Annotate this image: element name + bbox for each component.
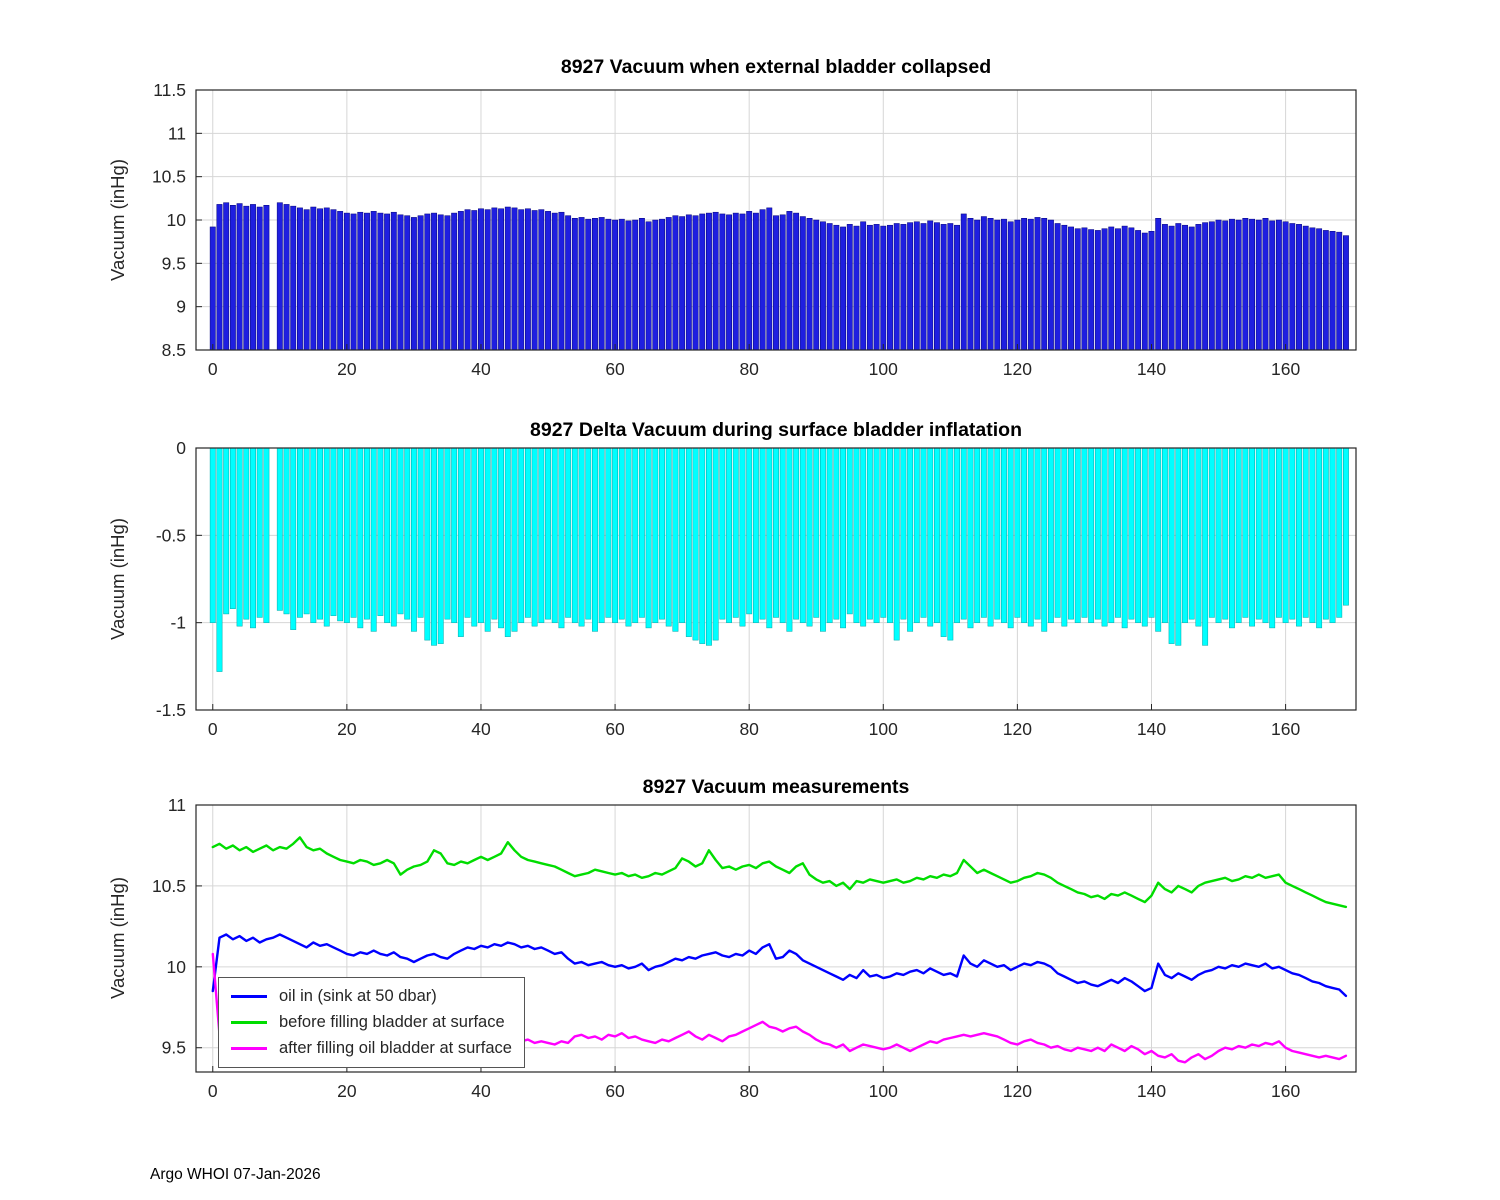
svg-text:40: 40 <box>471 1081 491 1101</box>
green-line-swatch <box>231 1020 267 1025</box>
svg-text:-0.5: -0.5 <box>156 525 186 545</box>
legend-label: oil in (sink at 50 dbar) <box>279 987 437 1005</box>
svg-text:20: 20 <box>337 1081 357 1101</box>
svg-text:40: 40 <box>471 719 491 739</box>
svg-text:9: 9 <box>176 297 186 317</box>
svg-text:160: 160 <box>1271 359 1300 379</box>
svg-text:60: 60 <box>605 1081 625 1101</box>
svg-text:100: 100 <box>869 1081 898 1101</box>
footer-text: Argo WHOI 07-Jan-2026 <box>150 1166 321 1183</box>
svg-text:-1: -1 <box>170 613 186 633</box>
svg-text:9.5: 9.5 <box>162 1038 186 1058</box>
legend: oil in (sink at 50 dbar) before filling … <box>218 977 525 1068</box>
svg-text:80: 80 <box>739 359 759 379</box>
blue-line-swatch <box>231 994 267 999</box>
svg-text:120: 120 <box>1003 1081 1032 1101</box>
svg-text:10: 10 <box>167 210 187 230</box>
svg-text:8.5: 8.5 <box>162 340 186 360</box>
svg-text:-1.5: -1.5 <box>156 700 186 720</box>
magenta-line-swatch <box>231 1046 267 1051</box>
legend-item-oil-in: oil in (sink at 50 dbar) <box>231 987 512 1006</box>
legend-label: after filling oil bladder at surface <box>279 1039 512 1057</box>
svg-text:11.5: 11.5 <box>153 80 186 100</box>
vacuum-collapsed-bar-chart: 0 20 40 60 80 100 120 140 160 8.5 9 9.5 10 10.5 11 11.5 <box>152 80 1357 379</box>
svg-text:160: 160 <box>1271 1081 1300 1101</box>
svg-text:40: 40 <box>471 359 491 379</box>
svg-text:120: 120 <box>1003 719 1032 739</box>
svg-text:10: 10 <box>167 957 187 977</box>
svg-text:100: 100 <box>869 359 898 379</box>
svg-text:60: 60 <box>605 359 625 379</box>
chart2-title: 8927 Delta Vacuum during surface bladder… <box>530 419 1022 441</box>
svg-text:140: 140 <box>1137 1081 1166 1101</box>
svg-text:11: 11 <box>168 795 186 815</box>
legend-label: before filling bladder at surface <box>279 1013 505 1031</box>
svg-text:10.5: 10.5 <box>152 167 186 187</box>
svg-text:160: 160 <box>1271 719 1300 739</box>
delta-vacuum-bar-chart: 0 20 40 60 80 100 120 140 160 0 -0.5 -1 -1.5 <box>156 438 1357 739</box>
svg-text:120: 120 <box>1003 359 1032 379</box>
chart3-title: 8927 Vacuum measurements <box>642 776 910 798</box>
svg-text:0: 0 <box>208 1081 218 1101</box>
legend-item-before-filling: before filling bladder at surface <box>231 1013 512 1032</box>
svg-text:80: 80 <box>739 719 759 739</box>
svg-text:20: 20 <box>337 719 357 739</box>
svg-text:11: 11 <box>168 123 186 143</box>
legend-item-after-filling: after filling oil bladder at surface <box>231 1039 512 1058</box>
svg-text:60: 60 <box>605 719 625 739</box>
svg-text:0: 0 <box>208 359 218 379</box>
svg-text:0: 0 <box>176 438 186 458</box>
svg-text:10.5: 10.5 <box>152 876 186 896</box>
chart1-title: 8927 Vacuum when external bladder collap… <box>560 56 992 78</box>
svg-text:9.5: 9.5 <box>162 253 186 273</box>
svg-text:100: 100 <box>869 719 898 739</box>
svg-text:140: 140 <box>1137 359 1166 379</box>
svg-text:20: 20 <box>337 359 357 379</box>
svg-text:140: 140 <box>1137 719 1166 739</box>
svg-text:0: 0 <box>208 719 218 739</box>
svg-text:80: 80 <box>739 1081 759 1101</box>
